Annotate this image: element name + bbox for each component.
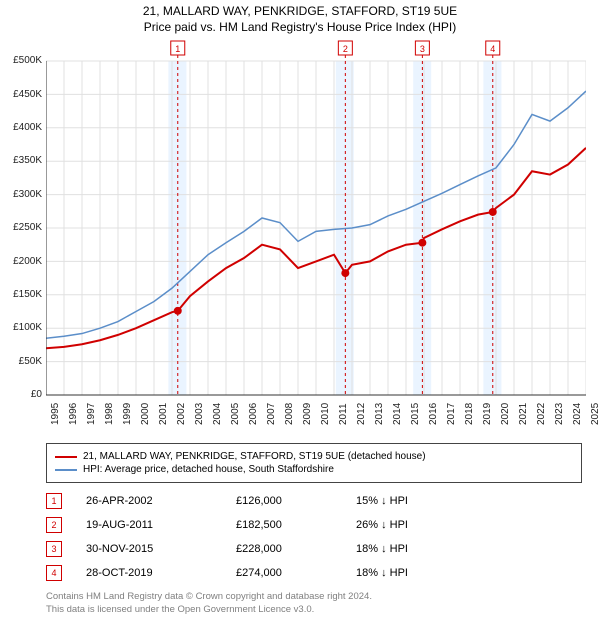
footer: Contains HM Land Registry data © Crown c…	[46, 591, 582, 617]
svg-text:4: 4	[490, 44, 495, 54]
y-axis-label: £450K	[2, 89, 42, 100]
y-axis-label: £300K	[2, 189, 42, 200]
y-axis-label: £500K	[2, 55, 42, 66]
chart-svg: 1 2 3 4	[46, 39, 586, 399]
x-axis-label: 2020	[500, 403, 511, 425]
event-price: £182,500	[236, 519, 356, 531]
event-date: 30-NOV-2015	[86, 543, 236, 555]
x-axis-label: 2025	[590, 403, 600, 425]
y-axis-label: £250K	[2, 222, 42, 233]
chart-area: 1234 £0£50K£100K£150K£200K£250K£300K£350…	[46, 39, 586, 433]
x-axis-label: 2011	[338, 404, 349, 426]
legend-item: 21, MALLARD WAY, PENKRIDGE, STAFFORD, ST…	[55, 450, 573, 463]
event-delta: 15% ↓ HPI	[356, 495, 476, 507]
event-price: £274,000	[236, 567, 356, 579]
x-axis-label: 2000	[140, 403, 151, 425]
event-date: 26-APR-2002	[86, 495, 236, 507]
x-axis-label: 2014	[392, 403, 403, 425]
event-marker-icon: 3	[46, 541, 62, 557]
footer-line2: This data is licensed under the Open Gov…	[46, 604, 582, 617]
table-row: 1 26-APR-2002 £126,000 15% ↓ HPI	[46, 489, 582, 513]
x-axis-label: 2009	[302, 403, 313, 425]
y-axis-label: £350K	[2, 155, 42, 166]
x-axis-label: 2010	[320, 403, 331, 425]
x-axis-label: 2015	[410, 403, 421, 425]
x-axis-label: 2001	[158, 403, 169, 425]
legend: 21, MALLARD WAY, PENKRIDGE, STAFFORD, ST…	[46, 443, 582, 483]
x-axis-label: 2018	[464, 403, 475, 425]
legend-item: HPI: Average price, detached house, Sout…	[55, 463, 573, 476]
event-delta: 26% ↓ HPI	[356, 519, 476, 531]
legend-label: 21, MALLARD WAY, PENKRIDGE, STAFFORD, ST…	[83, 451, 426, 462]
x-axis-label: 2021	[518, 403, 529, 425]
x-axis-label: 2006	[248, 403, 259, 425]
event-marker-icon: 1	[46, 493, 62, 509]
x-axis-label: 2002	[176, 403, 187, 425]
y-axis-label: £400K	[2, 122, 42, 133]
event-marker-icon: 4	[46, 565, 62, 581]
x-axis-label: 1996	[68, 403, 79, 425]
event-table: 1 26-APR-2002 £126,000 15% ↓ HPI 2 19-AU…	[46, 489, 582, 585]
x-axis-label: 2013	[374, 403, 385, 425]
table-row: 4 28-OCT-2019 £274,000 18% ↓ HPI	[46, 561, 582, 585]
x-axis-label: 1997	[86, 403, 97, 425]
event-marker-icon: 2	[46, 517, 62, 533]
x-axis-label: 2012	[356, 403, 367, 425]
chart-title: 21, MALLARD WAY, PENKRIDGE, STAFFORD, ST…	[0, 0, 600, 35]
x-axis-label: 2003	[194, 403, 205, 425]
x-axis-label: 2017	[446, 403, 457, 425]
x-axis-label: 2024	[572, 403, 583, 425]
title-line2: Price paid vs. HM Land Registry's House …	[0, 20, 600, 36]
x-axis-label: 2007	[266, 403, 277, 425]
table-row: 2 19-AUG-2011 £182,500 26% ↓ HPI	[46, 513, 582, 537]
x-axis-label: 2005	[230, 403, 241, 425]
table-row: 3 30-NOV-2015 £228,000 18% ↓ HPI	[46, 537, 582, 561]
svg-text:1: 1	[175, 44, 180, 54]
legend-swatch	[55, 456, 77, 458]
y-axis-label: £150K	[2, 289, 42, 300]
event-price: £126,000	[236, 495, 356, 507]
y-axis-label: £50K	[2, 356, 42, 367]
event-delta: 18% ↓ HPI	[356, 567, 476, 579]
footer-line1: Contains HM Land Registry data © Crown c…	[46, 591, 582, 604]
x-axis-label: 2019	[482, 403, 493, 425]
svg-text:2: 2	[343, 44, 348, 54]
x-axis-label: 2008	[284, 403, 295, 425]
x-axis-label: 2023	[554, 403, 565, 425]
event-price: £228,000	[236, 543, 356, 555]
svg-text:3: 3	[420, 44, 425, 54]
x-axis-label: 1995	[50, 403, 61, 425]
event-delta: 18% ↓ HPI	[356, 543, 476, 555]
legend-label: HPI: Average price, detached house, Sout…	[83, 464, 334, 475]
x-axis-label: 2004	[212, 403, 223, 425]
x-axis-label: 1999	[122, 403, 133, 425]
legend-swatch	[55, 469, 77, 471]
x-axis-label: 1998	[104, 403, 115, 425]
y-axis-label: £0	[2, 389, 42, 400]
title-line1: 21, MALLARD WAY, PENKRIDGE, STAFFORD, ST…	[0, 4, 600, 20]
x-axis-label: 2022	[536, 403, 547, 425]
event-date: 28-OCT-2019	[86, 567, 236, 579]
x-axis-label: 2016	[428, 403, 439, 425]
y-axis-label: £200K	[2, 256, 42, 267]
event-date: 19-AUG-2011	[86, 519, 236, 531]
y-axis-label: £100K	[2, 322, 42, 333]
